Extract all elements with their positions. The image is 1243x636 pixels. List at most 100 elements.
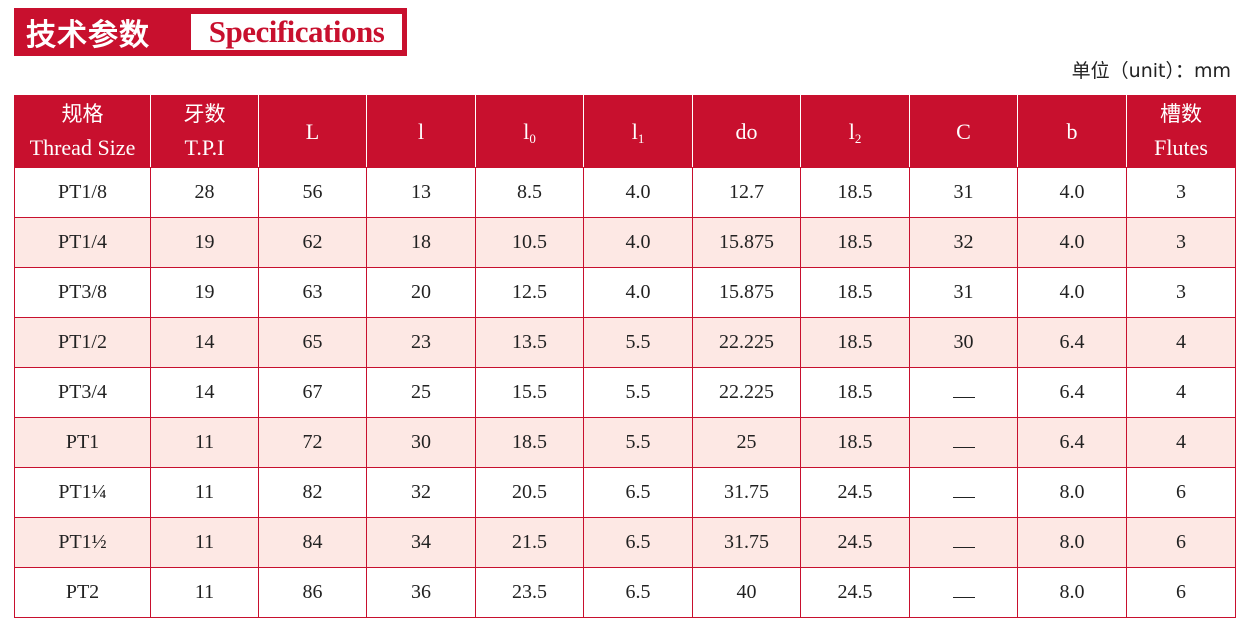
table-cell: 15.875 [692,267,801,318]
table-cell: 40 [692,567,801,618]
column-header: l1 [583,95,693,168]
table-cell: 8.0 [1017,567,1127,618]
table-body: PT1/8 28 56 13 8.5 4.0 12.7 18.5 31 4.0 3 PT1/4 19 62… [14,167,1236,618]
column-header: l [366,95,476,168]
column-header: 槽数 Flutes [1126,95,1236,168]
unit-label: 单位（unit）：mm [1071,60,1231,82]
table-cell: 15.5 [475,367,584,418]
table-cell: 5.5 [583,417,693,468]
table-cell: 4 [1126,417,1236,468]
column-header-en: Flutes [1154,134,1208,160]
column-header: b [1017,95,1127,168]
table-row: PT1½ 11 84 34 21.5 6.5 31.75 24.5 8.0 6 [14,517,1236,568]
table-cell: 8.5 [475,167,584,218]
table-cell: 18.5 [800,367,910,418]
column-header: do [692,95,801,168]
table-cell: 13.5 [475,317,584,368]
table-cell: 15.875 [692,217,801,268]
table-cell [909,367,1018,418]
table-cell: 62 [258,217,367,268]
table-cell: 11 [150,467,259,518]
table-cell: 22.225 [692,317,801,368]
table-cell: 32 [366,467,476,518]
table-cell: 31 [909,167,1018,218]
table-cell: 6.4 [1017,317,1127,368]
table-cell: 65 [258,317,367,368]
column-header: 规格 Thread Size [14,95,151,168]
column-header: l2 [800,95,910,168]
column-header-cn: 牙数 [183,102,226,127]
table-cell: 72 [258,417,367,468]
table-cell: 5.5 [583,367,693,418]
table-cell: 21.5 [475,517,584,568]
table-cell: 25 [692,417,801,468]
table-cell: 6.4 [1017,367,1127,418]
table-cell: 67 [258,367,367,418]
empty-value-dash [952,435,975,448]
table-cell: 30 [366,417,476,468]
table-cell: 18.5 [800,317,910,368]
table-cell: 31.75 [692,517,801,568]
table-cell: 3 [1126,217,1236,268]
table-cell: 11 [150,517,259,568]
column-header-label: l [523,118,530,144]
table-cell: 6.5 [583,517,693,568]
column-header-label: b [1066,119,1078,144]
column-header: l0 [475,95,584,168]
table-cell: 23.5 [475,567,584,618]
table-cell: 20.5 [475,467,584,518]
column-header-subscript: 1 [637,130,645,146]
section-title-en-box: Specifications [189,12,404,52]
table-cell: 4.0 [1017,167,1127,218]
table-cell: 4.0 [583,267,693,318]
table-cell: 3 [1126,167,1236,218]
table-cell: 6.5 [583,567,693,618]
table-cell: 18.5 [800,217,910,268]
table-cell: 18.5 [800,267,910,318]
table-row: PT2 11 86 36 23.5 6.5 40 24.5 8.0 6 [14,567,1236,618]
table-cell: 12.7 [692,167,801,218]
table-row: PT1/4 19 62 18 10.5 4.0 15.875 18.5 32 4.0 3 [14,217,1236,268]
table-cell: 3 [1126,267,1236,318]
table-row: PT3/8 19 63 20 12.5 4.0 15.875 18.5 31 4.0 3 [14,267,1236,318]
table-cell: 6 [1126,517,1236,568]
table-cell: 22.225 [692,367,801,418]
table-cell: PT1/8 [14,167,151,218]
table-cell: PT3/4 [14,367,151,418]
empty-value-dash [952,535,975,548]
table-cell: PT3/8 [14,267,151,318]
table-row: PT1/2 14 65 23 13.5 5.5 22.225 18.5 30 6.4 4 [14,317,1236,368]
table-cell: 8.0 [1017,517,1127,568]
table-cell: 4.0 [583,167,693,218]
table-cell: 10.5 [475,217,584,268]
table-cell: 6.5 [583,467,693,518]
table-cell [909,467,1018,518]
column-header-en: T.P.I [184,134,225,160]
table-cell: 31.75 [692,467,801,518]
table-row: PT1 11 72 30 18.5 5.5 25 18.5 6.4 4 [14,417,1236,468]
column-header: 牙数 T.P.I [150,95,259,168]
column-header-label: do [735,119,758,144]
table-cell: 24.5 [800,567,910,618]
column-header-subscript: 0 [529,130,536,146]
table-cell [909,517,1018,568]
empty-value-dash [952,485,975,498]
table-cell: PT1¼ [14,467,151,518]
table-cell: 6 [1126,567,1236,618]
table-cell: 6.4 [1017,417,1127,468]
section-title-cn: 技术参数 [26,18,150,53]
table-cell: 13 [366,167,476,218]
column-header-cn: 规格 [61,102,104,127]
column-header-label: L [305,119,320,144]
table-cell: 18.5 [800,417,910,468]
table-cell: PT1½ [14,517,151,568]
column-header-subscript: 2 [854,130,862,146]
table-cell: 14 [150,367,259,418]
table-row: PT1/8 28 56 13 8.5 4.0 12.7 18.5 31 4.0 3 [14,167,1236,218]
table-cell: 24.5 [800,517,910,568]
table-cell: 34 [366,517,476,568]
table-cell: 31 [909,267,1018,318]
table-cell: 18.5 [800,167,910,218]
table-cell: 86 [258,567,367,618]
